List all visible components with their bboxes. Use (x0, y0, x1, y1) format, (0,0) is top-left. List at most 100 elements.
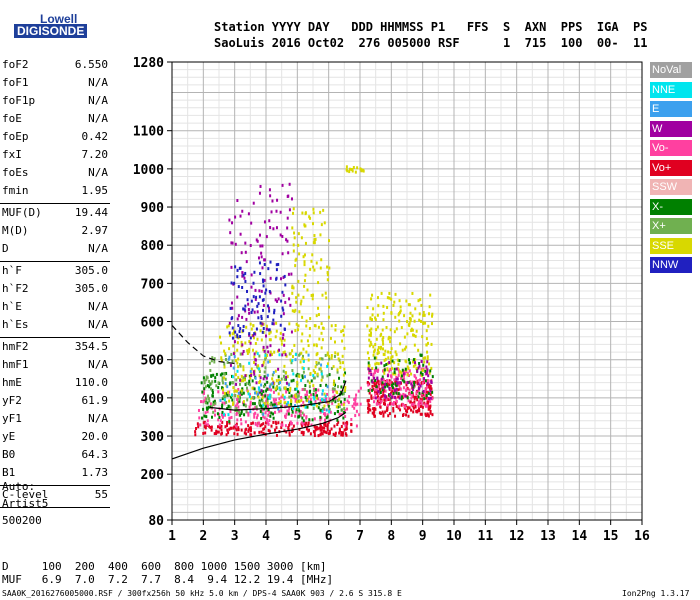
echo-point (264, 357, 267, 361)
echo-point (382, 386, 385, 390)
echo-point (203, 387, 206, 391)
echo-point (228, 405, 231, 409)
echo-point (287, 427, 290, 431)
echo-point (308, 334, 311, 338)
echo-point (233, 389, 236, 393)
echo-point (380, 361, 383, 365)
autoscaling-line: Artist5 (2, 497, 49, 510)
echo-point (366, 305, 369, 309)
echo-point (335, 405, 338, 409)
echo-point (259, 321, 262, 325)
x-tick-label: 7 (356, 529, 364, 544)
echo-point (246, 298, 249, 302)
echo-point (275, 405, 278, 409)
echo-point (282, 293, 285, 297)
param-separator (0, 337, 110, 338)
echo-point (262, 422, 265, 426)
echo-point (304, 395, 307, 399)
echo-point (267, 328, 270, 332)
echo-point (267, 304, 270, 308)
echo-point (210, 359, 213, 363)
echo-point (332, 398, 335, 402)
echo-point (299, 352, 302, 356)
echo-point (329, 336, 332, 340)
echo-point (351, 404, 354, 408)
echo-point (229, 306, 232, 310)
echo-point (297, 293, 300, 297)
echo-point (273, 405, 276, 409)
echo-point (314, 365, 317, 369)
echo-point (228, 355, 231, 359)
echo-point (368, 338, 371, 342)
echo-point (383, 383, 386, 387)
echo-point (248, 311, 251, 315)
echo-point (354, 403, 357, 407)
echo-point (248, 374, 251, 378)
echo-point (338, 412, 341, 416)
legend-item: X- (650, 198, 692, 215)
echo-point (417, 387, 420, 391)
echo-point (374, 392, 377, 396)
echo-point (267, 360, 270, 364)
echo-point (234, 265, 237, 269)
echo-point (395, 327, 398, 331)
echo-point (323, 418, 326, 422)
echo-point (206, 410, 209, 414)
echo-point (260, 389, 263, 393)
echo-point (385, 380, 388, 384)
echo-point (237, 324, 240, 328)
echo-point (294, 395, 297, 399)
echo-point (406, 332, 409, 336)
echo-point (397, 362, 400, 366)
echo-point (211, 391, 214, 395)
echo-point (395, 377, 398, 381)
echo-point (315, 344, 318, 348)
echo-point (266, 373, 269, 377)
echo-point (426, 380, 429, 384)
echo-point (413, 333, 416, 337)
echo-point (279, 277, 282, 281)
echo-point (290, 402, 293, 406)
echo-point (375, 356, 378, 360)
echo-point (425, 337, 428, 341)
echo-point (255, 405, 258, 409)
echo-point (307, 400, 310, 404)
echo-point (283, 364, 286, 368)
param-value: N/A (88, 318, 108, 331)
echo-point (279, 400, 282, 404)
echo-point (283, 274, 286, 278)
param-row: yF1 N/A (2, 412, 108, 430)
echo-point (426, 385, 429, 389)
echo-point (425, 365, 428, 369)
echo-point (264, 405, 267, 409)
echo-point (399, 387, 402, 391)
echo-point (244, 341, 247, 345)
echo-point (256, 392, 259, 396)
echo-point (206, 376, 209, 380)
echo-point (382, 336, 385, 340)
echo-point (236, 317, 239, 321)
echo-point (267, 422, 270, 426)
echo-point (346, 399, 349, 403)
echo-point (287, 194, 290, 198)
param-name: foE (2, 112, 22, 125)
param-name: foF1 (2, 76, 29, 89)
echo-point (284, 386, 287, 390)
echo-point (258, 370, 261, 374)
echo-point (326, 374, 329, 378)
echo-point (333, 379, 336, 383)
echo-point (422, 310, 425, 314)
echo-point (426, 357, 429, 361)
echo-point (370, 327, 373, 331)
echo-point (392, 304, 395, 308)
echo-point (213, 360, 216, 364)
echo-point (385, 398, 388, 402)
echo-point (263, 349, 266, 353)
param-name: yE (2, 430, 16, 443)
echo-point (262, 303, 265, 307)
echo-point (348, 167, 351, 171)
echo-point (252, 295, 255, 299)
echo-point (289, 303, 292, 307)
echo-point (249, 244, 252, 248)
echo-point (272, 318, 275, 322)
